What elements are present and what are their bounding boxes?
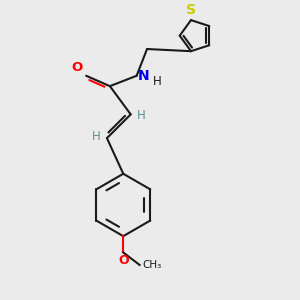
Text: S: S [186, 3, 196, 17]
Text: CH₃: CH₃ [142, 260, 161, 270]
Text: O: O [71, 61, 82, 74]
Text: O: O [118, 254, 129, 267]
Text: N: N [138, 69, 150, 83]
Text: H: H [153, 75, 162, 88]
Text: H: H [137, 109, 146, 122]
Text: H: H [92, 130, 100, 143]
